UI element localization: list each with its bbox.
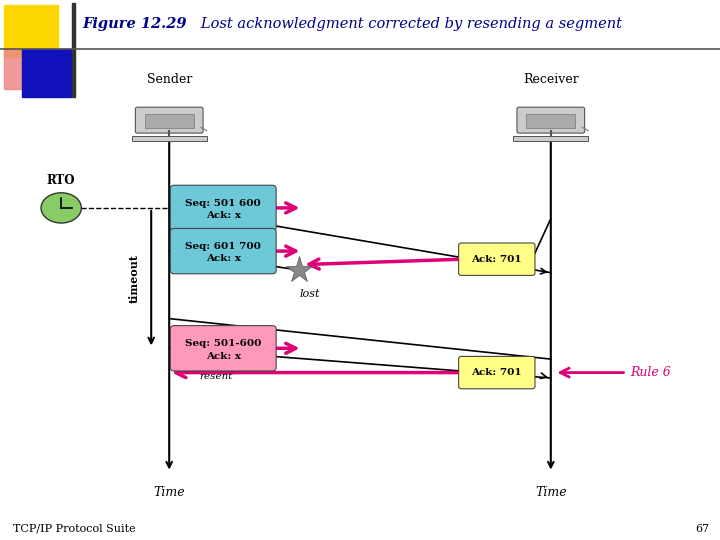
Text: Receiver: Receiver [523, 73, 579, 86]
Bar [72, 3, 75, 97]
FancyBboxPatch shape [135, 107, 203, 133]
FancyBboxPatch shape [459, 243, 535, 275]
Text: Time: Time [153, 486, 185, 499]
Text: Ack: 701: Ack: 701 [472, 368, 522, 377]
Text: Seq: 501 600: Seq: 501 600 [185, 199, 261, 208]
Text: Time: Time [535, 486, 567, 499]
Text: resent: resent [199, 372, 233, 381]
Bar [4, 49, 48, 89]
Text: Rule 6: Rule 6 [630, 366, 671, 379]
Text: Seq: 601 700: Seq: 601 700 [185, 242, 261, 251]
FancyBboxPatch shape [171, 228, 276, 274]
Text: 67: 67 [695, 523, 709, 534]
Text: Lost acknowledgment corrected by resending a segment: Lost acknowledgment corrected by resendi… [187, 17, 622, 31]
Bar [145, 113, 194, 128]
FancyBboxPatch shape [171, 326, 276, 371]
Text: RTO: RTO [47, 174, 76, 187]
Text: Ack: x: Ack: x [206, 352, 240, 361]
FancyBboxPatch shape [459, 356, 535, 389]
Text: timeout: timeout [129, 254, 140, 302]
Text: Figure 12.29: Figure 12.29 [83, 17, 187, 31]
Bar [22, 49, 71, 97]
Bar [132, 136, 207, 141]
FancyBboxPatch shape [171, 185, 276, 231]
Bar [513, 136, 588, 141]
Circle shape [41, 193, 81, 223]
Text: Ack: 701: Ack: 701 [472, 255, 522, 264]
Text: lost: lost [300, 289, 320, 299]
Text: Ack: x: Ack: x [206, 254, 240, 264]
Text: Ack: x: Ack: x [206, 211, 240, 220]
Bar [4, 5, 58, 57]
Text: Sender: Sender [146, 73, 192, 86]
Text: TCP/IP Protocol Suite: TCP/IP Protocol Suite [13, 523, 135, 534]
FancyBboxPatch shape [517, 107, 585, 133]
Text: Seq: 501-600: Seq: 501-600 [185, 339, 261, 348]
Bar [526, 113, 575, 128]
